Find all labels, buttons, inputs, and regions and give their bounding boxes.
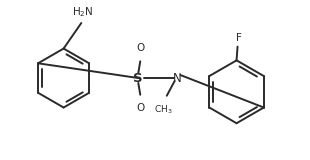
Text: N: N (173, 72, 182, 84)
Text: O: O (136, 103, 144, 113)
Text: CH$_3$: CH$_3$ (153, 104, 172, 116)
Text: F: F (236, 33, 241, 43)
Text: H$_2$N: H$_2$N (72, 5, 93, 19)
Text: S: S (134, 72, 143, 84)
Text: O: O (136, 44, 144, 53)
